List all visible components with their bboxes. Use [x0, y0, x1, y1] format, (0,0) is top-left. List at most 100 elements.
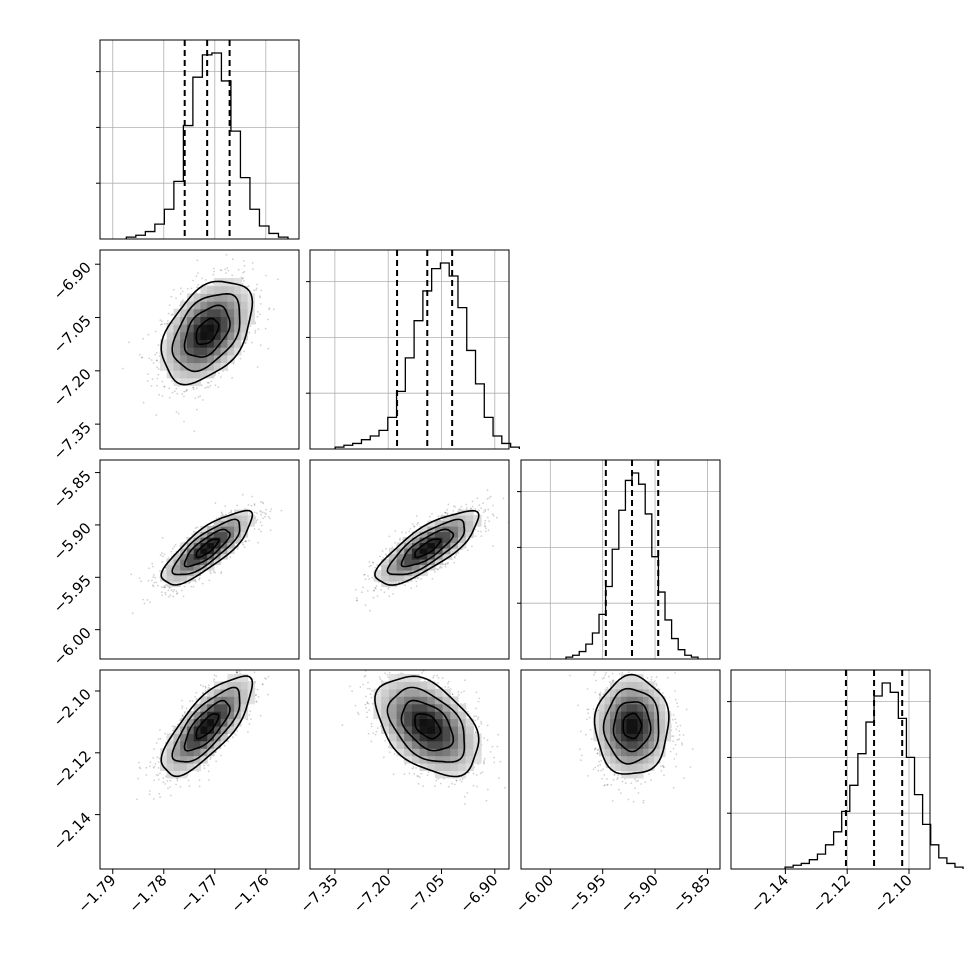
density-cell [186, 542, 195, 549]
density-cell [186, 324, 195, 333]
density-cell [388, 559, 398, 566]
sample-point [155, 351, 158, 354]
sample-point [404, 584, 406, 587]
sample-point [128, 341, 130, 344]
density-cell [160, 339, 168, 348]
sample-point [185, 388, 188, 391]
sample-point [138, 353, 141, 356]
density-cell [166, 575, 174, 582]
sample-point [251, 495, 254, 498]
sample-point [253, 503, 256, 505]
density-cell [234, 293, 242, 302]
sample-point [220, 572, 222, 575]
histogram-2 [565, 472, 699, 659]
sample-point [243, 280, 245, 282]
sample-point [159, 729, 161, 731]
sample-point [383, 591, 386, 594]
sample-point [259, 344, 262, 347]
density-cell [434, 531, 444, 538]
sample-point [241, 542, 244, 544]
sample-point [402, 536, 405, 539]
sample-point [242, 667, 244, 669]
sample-point [196, 259, 199, 262]
contour-line [183, 304, 231, 358]
sample-point [194, 580, 197, 583]
sample-point [121, 367, 124, 370]
sample-point [226, 267, 229, 269]
density-cell [213, 308, 222, 317]
sample-point [180, 287, 182, 290]
sample-point [167, 557, 170, 559]
density-cell [450, 515, 459, 522]
sample-point [201, 277, 203, 280]
density-cell [173, 370, 181, 379]
sample-point [482, 502, 484, 504]
sample-point [185, 389, 188, 392]
sample-point [161, 561, 164, 563]
density-cell [227, 301, 235, 310]
sample-point [231, 258, 234, 261]
sample-point [258, 295, 261, 297]
density-cell [220, 339, 228, 348]
sample-point [171, 321, 174, 324]
density-cell [458, 526, 467, 533]
sample-point [164, 586, 166, 589]
sample-point [385, 547, 387, 550]
density-cell [173, 564, 181, 571]
density-cell [240, 308, 249, 317]
density-cell [247, 301, 255, 310]
sample-point [176, 592, 179, 595]
sample-point [164, 593, 167, 596]
sample-point [471, 500, 474, 503]
sample-point [259, 296, 262, 299]
sample-point [225, 513, 227, 516]
density-cell [207, 354, 215, 364]
sample-point [371, 576, 373, 579]
sample-point [156, 366, 159, 369]
density-cell [166, 331, 174, 340]
sample-point [478, 509, 480, 512]
sample-point [159, 737, 162, 740]
sample-point [255, 700, 257, 703]
sample-point [492, 504, 494, 507]
sample-point [248, 512, 251, 515]
density-cell [381, 575, 390, 582]
sample-point [183, 585, 186, 588]
sample-point [161, 395, 164, 397]
density-cell [434, 526, 444, 533]
sample-point [381, 550, 384, 552]
sample-point [163, 323, 166, 325]
sample-point [175, 387, 178, 390]
sample-point [168, 396, 171, 399]
density-cell [207, 362, 215, 371]
density-cell [166, 570, 174, 577]
density-cell [173, 316, 181, 325]
sample-point [248, 331, 251, 334]
sample-point [249, 325, 252, 328]
sample-point [152, 574, 155, 576]
sample-point [488, 497, 490, 499]
sample-point [180, 589, 183, 592]
sample-point [160, 591, 163, 594]
density-cell [173, 553, 181, 560]
sample-point [262, 651, 264, 653]
density-cell [213, 316, 222, 325]
sample-point [196, 387, 198, 390]
sample-point [159, 554, 162, 557]
density-cell [411, 559, 421, 566]
sample-point [188, 582, 190, 585]
sample-point [194, 579, 197, 581]
sample-point [236, 671, 239, 674]
sample-point [169, 594, 172, 597]
sample-point [213, 267, 215, 270]
sample-point [204, 689, 207, 692]
density-cell [240, 316, 249, 325]
sample-point [477, 530, 480, 533]
density-cell [173, 347, 181, 356]
density-cell [207, 347, 215, 356]
sample-point [250, 504, 253, 507]
density-cell [404, 559, 413, 566]
density-cell [227, 520, 235, 527]
sample-point [376, 595, 379, 597]
density-cell [186, 347, 195, 356]
